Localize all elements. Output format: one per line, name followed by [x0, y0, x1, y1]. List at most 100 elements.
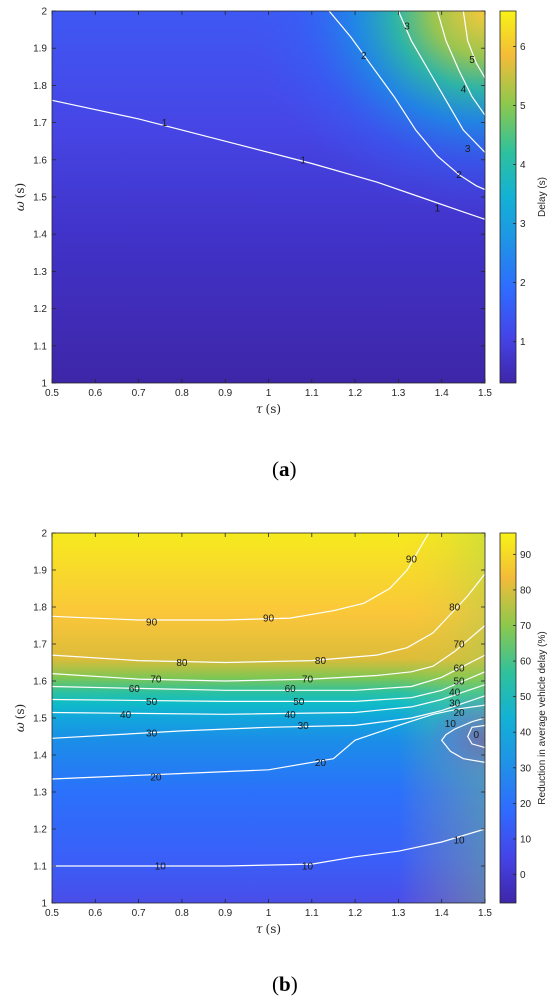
contour-label: 1	[162, 118, 168, 129]
contour-line-20	[51, 704, 486, 780]
x-tick-label: 1.1	[305, 908, 319, 919]
y-tick-label: 1.7	[33, 640, 47, 651]
contour-label: 30	[449, 699, 461, 710]
colorbar-tick-label: 30	[520, 763, 532, 774]
contour-label: 80	[449, 603, 461, 614]
x-tick-label: 1.5	[478, 908, 492, 919]
colorbar-tick-label: 2	[520, 278, 526, 289]
contour-line-40	[51, 684, 486, 715]
contour-label: 20	[315, 758, 327, 769]
y-tick-label: 1.1	[33, 341, 47, 352]
colorbar-tick-label: 40	[520, 728, 532, 739]
y-tick-label: 1.2	[33, 304, 47, 315]
y-tick-label: 1.9	[33, 566, 47, 577]
x-tick-label: 0.8	[175, 388, 189, 399]
contour-line-90	[51, 532, 430, 621]
contour-label: 70	[453, 640, 465, 651]
x-tick-label: 1.5	[478, 388, 492, 399]
x-tick-label: 1	[266, 908, 272, 919]
contour-label: 40	[449, 688, 461, 699]
colorbar-tick-label: 90	[520, 550, 532, 561]
y-tick-label: 1	[41, 899, 47, 910]
contour-label: 80	[176, 658, 188, 669]
x-tick-label: 1	[266, 388, 272, 399]
x-tick-label: 1.4	[435, 908, 449, 919]
y-tick-label: 1.2	[33, 825, 47, 836]
contour-label: 30	[146, 728, 158, 739]
contour-label: 50	[146, 697, 158, 708]
colorbar-tick-label: 20	[520, 799, 532, 810]
colorbar-tick-label: 1	[520, 337, 526, 348]
heatmap-overlay	[52, 11, 485, 383]
contour-label: 50	[293, 697, 305, 708]
contour-label: 1	[435, 204, 441, 215]
y-tick-label: 1.4	[33, 751, 47, 762]
x-tick-label: 0.9	[218, 388, 232, 399]
colorbar-tick-label: 3	[520, 219, 526, 230]
colorbar-tick-label: 70	[520, 621, 532, 632]
contour-line-30	[51, 695, 486, 739]
contour-label: 90	[406, 554, 418, 565]
contour-label: 10	[302, 862, 314, 873]
colorbar-label: Delay (s)	[537, 177, 548, 217]
colorbar-tick-label: 80	[520, 585, 532, 596]
contour-label: 90	[146, 617, 158, 628]
contour-line-4	[436, 10, 486, 116]
x-tick-label: 1.2	[348, 908, 362, 919]
contour-label: 1	[300, 155, 306, 166]
colorbar-tick-label: 50	[520, 692, 532, 703]
x-tick-label: 1.3	[391, 908, 405, 919]
colorbar	[499, 10, 517, 384]
x-tick-label: 0.9	[218, 908, 232, 919]
contour-label: 60	[453, 664, 465, 675]
x-tick-label: 0.6	[88, 388, 102, 399]
contour-label: 3	[465, 144, 471, 155]
x-tick-label: 0.7	[132, 388, 146, 399]
y-tick-label: 1.8	[33, 81, 47, 92]
contour-line-80	[51, 573, 486, 664]
contour-line-50	[51, 671, 486, 702]
contour-label: 40	[120, 710, 132, 721]
y-tick-label: 1.6	[33, 155, 47, 166]
colorbar-tick-label: 6	[520, 42, 526, 53]
contour-label: 30	[298, 721, 310, 732]
contour-label: 10	[453, 836, 465, 847]
x-tick-label: 0.8	[175, 908, 189, 919]
y-tick-label: 1.8	[33, 603, 47, 614]
y-tick-label: 1.7	[33, 118, 47, 129]
x-tick-label: 0.5	[45, 908, 59, 919]
colorbar-tick-label: 4	[520, 160, 526, 171]
contour-label: 20	[453, 708, 465, 719]
x-tick-label: 1.3	[391, 388, 405, 399]
contour-line-3	[397, 10, 486, 153]
colorbar-tick-label: 60	[520, 657, 532, 668]
contour-line-1	[51, 99, 486, 220]
x-tick-label: 0.7	[132, 908, 146, 919]
x-tick-label: 1.1	[305, 388, 319, 399]
contour-label: 40	[285, 710, 297, 721]
contour-label: 60	[129, 684, 141, 695]
y-axis-label: ω(s)	[13, 183, 27, 211]
x-tick-label: 0.6	[88, 908, 102, 919]
contour-label: 80	[315, 656, 327, 667]
contour-label: 10	[445, 719, 457, 730]
y-tick-label: 1.1	[33, 862, 47, 873]
x-axis-label: τ (s)	[256, 922, 281, 936]
y-tick-label: 1.4	[33, 230, 47, 241]
contour-label: 20	[150, 773, 162, 784]
colorbar-tick-label: 5	[520, 101, 526, 112]
contour-label: 0	[474, 730, 480, 741]
colorbar	[499, 532, 517, 904]
colorbar-tick-label: 0	[520, 870, 526, 881]
contour-line-70	[51, 625, 486, 682]
y-tick-label: 1.3	[33, 788, 47, 799]
contour-label: 70	[302, 675, 314, 686]
colorbar-label: Reduction in average vehicle delay (%)	[537, 631, 548, 804]
contour-label: 2	[456, 170, 462, 181]
contour-label: 3	[404, 21, 410, 32]
contour-label: 10	[155, 862, 167, 873]
y-tick-label: 1.5	[33, 193, 47, 204]
contour-label: 50	[453, 677, 465, 688]
contour-line-60	[51, 654, 486, 691]
